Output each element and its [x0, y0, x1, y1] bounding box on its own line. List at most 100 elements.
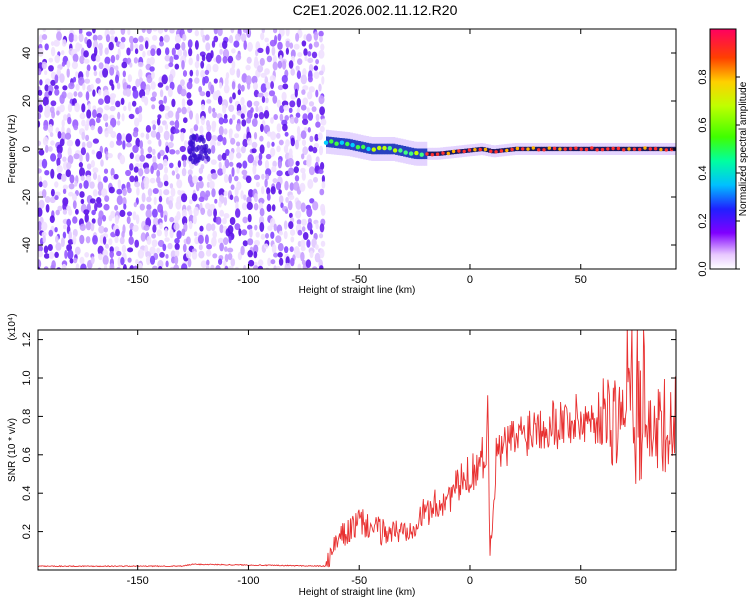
- trace-band: [432, 151, 436, 156]
- noise-cell: [51, 110, 56, 119]
- noise-cell: [64, 249, 68, 259]
- noise-cell: [301, 226, 306, 232]
- noise-cell: [311, 51, 318, 59]
- noise-cell: [91, 149, 96, 155]
- noise-cell: [143, 176, 150, 186]
- noise-cell: [309, 229, 314, 235]
- noise-cell: [272, 178, 278, 184]
- noise-cell: [90, 125, 95, 131]
- noise-cell: [320, 240, 326, 247]
- noise-cell: [277, 33, 282, 42]
- noise-cell: [175, 149, 180, 155]
- noise-cell: [218, 161, 222, 169]
- noise-cell: [318, 233, 324, 239]
- noise-cell: [90, 83, 94, 90]
- noise-cell: [138, 44, 144, 51]
- noise-cell: [56, 157, 61, 167]
- noise-cell: [164, 105, 170, 111]
- trace-peak: [430, 153, 434, 157]
- noise-cell: [264, 243, 269, 249]
- noise-cell: [225, 149, 230, 156]
- noise-cell: [307, 57, 314, 64]
- noise-cell: [156, 48, 162, 56]
- noise-cell: [102, 113, 109, 122]
- noise-cell: [130, 41, 134, 52]
- snr-xlabel: Height of straight line (km): [299, 587, 416, 598]
- noise-cell: [188, 199, 193, 205]
- noise-cell: [253, 82, 258, 90]
- noise-cell: [104, 95, 111, 104]
- noise-cell: [240, 84, 245, 92]
- noise-cell: [266, 193, 271, 201]
- noise-cell: [42, 96, 49, 107]
- noise-cell: [98, 225, 105, 234]
- noise-cell: [180, 131, 185, 142]
- noise-cell: [164, 54, 171, 62]
- noise-cell: [255, 105, 259, 113]
- noise-cell: [192, 175, 198, 184]
- noise-cell: [181, 228, 186, 237]
- noise-cell: [179, 145, 186, 153]
- noise-cell: [164, 123, 169, 131]
- noise-cell: [68, 230, 72, 241]
- noise-cell: [159, 36, 164, 43]
- noise-cell: [147, 146, 153, 153]
- noise-cell: [260, 32, 265, 41]
- noise-cell: [222, 137, 227, 146]
- noise-cell: [282, 123, 288, 132]
- noise-cell: [38, 221, 42, 231]
- noise-cell: [246, 56, 252, 64]
- noise-cell: [86, 64, 91, 72]
- noise-cell: [199, 125, 204, 135]
- noise-cell: [273, 265, 277, 269]
- noise-cell: [196, 144, 201, 151]
- noise-cell: [224, 158, 230, 169]
- x-tick-label: -50: [351, 575, 367, 587]
- noise-cell: [63, 114, 68, 121]
- noise-cell: [193, 124, 199, 132]
- noise-cell: [67, 249, 74, 260]
- noise-cell: [211, 123, 216, 133]
- noise-cell: [242, 240, 248, 247]
- trace-peak: [638, 147, 642, 152]
- noise-cell: [103, 203, 110, 211]
- noise-cell: [241, 119, 247, 127]
- noise-cell: [100, 159, 104, 167]
- noise-cell: [110, 167, 115, 177]
- trace-peak: [579, 147, 583, 151]
- noise-cell: [211, 40, 216, 48]
- noise-cell: [186, 81, 193, 90]
- noise-cell: [302, 118, 309, 125]
- noise-cell: [54, 227, 58, 233]
- noise-cell: [288, 221, 294, 230]
- trace-peak: [408, 151, 414, 156]
- noise-cell: [47, 244, 53, 251]
- noise-cell: [290, 257, 295, 267]
- noise-cell: [127, 187, 132, 194]
- noise-cell: [108, 215, 113, 222]
- noise-cell: [99, 47, 103, 56]
- noise-cell: [143, 224, 150, 231]
- noise-cell: [273, 29, 278, 34]
- noise-cell: [266, 141, 271, 149]
- noise-cell: [132, 37, 139, 44]
- noise-cell: [41, 61, 47, 70]
- noise-cell: [237, 83, 242, 91]
- noise-cell: [62, 184, 68, 190]
- noise-cell: [319, 248, 325, 259]
- noise-cell: [48, 251, 55, 259]
- noise-cell: [246, 137, 253, 146]
- noise-cell: [293, 166, 299, 174]
- noise-cell: [231, 81, 236, 90]
- noise-cell: [85, 91, 90, 101]
- noise-cell: [80, 263, 87, 269]
- noise-cell: [72, 228, 78, 238]
- noise-cell: [302, 146, 309, 156]
- noise-cell: [195, 119, 200, 125]
- noise-cell: [301, 171, 306, 181]
- noise-cell: [217, 168, 224, 176]
- noise-cell: [297, 263, 302, 269]
- noise-cell: [223, 260, 227, 267]
- noise-cell: [132, 224, 139, 232]
- noise-cell: [44, 70, 48, 75]
